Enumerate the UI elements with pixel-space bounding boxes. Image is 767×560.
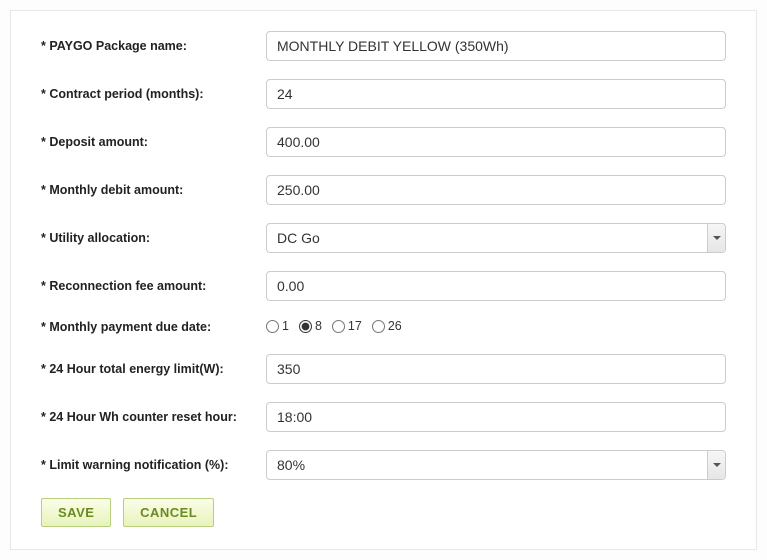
- input-reset-hour[interactable]: [266, 402, 726, 432]
- label-contract-period: * Contract period (months):: [41, 87, 266, 101]
- label-limit-warning: * Limit warning notification (%):: [41, 458, 266, 472]
- input-contract-period[interactable]: [266, 79, 726, 109]
- row-limit-warning: * Limit warning notification (%): 80%: [41, 450, 726, 480]
- input-reconnection-fee[interactable]: [266, 271, 726, 301]
- radio-label-text: 8: [315, 319, 322, 333]
- label-deposit: * Deposit amount:: [41, 135, 266, 149]
- label-due-date: * Monthly payment due date:: [41, 320, 266, 334]
- radio-option-1[interactable]: 1: [266, 319, 289, 333]
- radio-group-due-date: 1 8 17 26: [266, 319, 726, 336]
- input-package-name[interactable]: [266, 31, 726, 61]
- cancel-button[interactable]: Cancel: [123, 498, 214, 527]
- label-monthly-debit: * Monthly debit amount:: [41, 183, 266, 197]
- radio-label-text: 1: [282, 319, 289, 333]
- label-reconnection-fee: * Reconnection fee amount:: [41, 279, 266, 293]
- paygo-package-form: * PAYGO Package name: * Contract period …: [10, 10, 757, 550]
- label-reset-hour: * 24 Hour Wh counter reset hour:: [41, 410, 266, 424]
- radio-label-text: 26: [388, 319, 402, 333]
- radio-due-date-26[interactable]: [372, 320, 385, 333]
- row-deposit: * Deposit amount:: [41, 127, 726, 157]
- radio-due-date-17[interactable]: [332, 320, 345, 333]
- row-package-name: * PAYGO Package name:: [41, 31, 726, 61]
- select-limit-warning[interactable]: 80%: [266, 450, 726, 480]
- select-utility-allocation[interactable]: DC Go: [266, 223, 726, 253]
- label-package-name: * PAYGO Package name:: [41, 39, 266, 53]
- label-utility-allocation: * Utility allocation:: [41, 231, 266, 245]
- row-reconnection-fee: * Reconnection fee amount:: [41, 271, 726, 301]
- radio-label-text: 17: [348, 319, 362, 333]
- row-contract-period: * Contract period (months):: [41, 79, 726, 109]
- input-monthly-debit[interactable]: [266, 175, 726, 205]
- row-utility-allocation: * Utility allocation: DC Go: [41, 223, 726, 253]
- row-monthly-debit: * Monthly debit amount:: [41, 175, 726, 205]
- radio-due-date-8[interactable]: [299, 320, 312, 333]
- input-energy-limit[interactable]: [266, 354, 726, 384]
- row-reset-hour: * 24 Hour Wh counter reset hour:: [41, 402, 726, 432]
- radio-option-26[interactable]: 26: [372, 319, 402, 333]
- label-energy-limit: * 24 Hour total energy limit(W):: [41, 362, 266, 376]
- button-row: Save Cancel: [41, 498, 726, 527]
- save-button[interactable]: Save: [41, 498, 111, 527]
- radio-option-8[interactable]: 8: [299, 319, 322, 333]
- radio-option-17[interactable]: 17: [332, 319, 362, 333]
- row-due-date: * Monthly payment due date: 1 8 17 26: [41, 319, 726, 336]
- row-energy-limit: * 24 Hour total energy limit(W):: [41, 354, 726, 384]
- input-deposit[interactable]: [266, 127, 726, 157]
- radio-due-date-1[interactable]: [266, 320, 279, 333]
